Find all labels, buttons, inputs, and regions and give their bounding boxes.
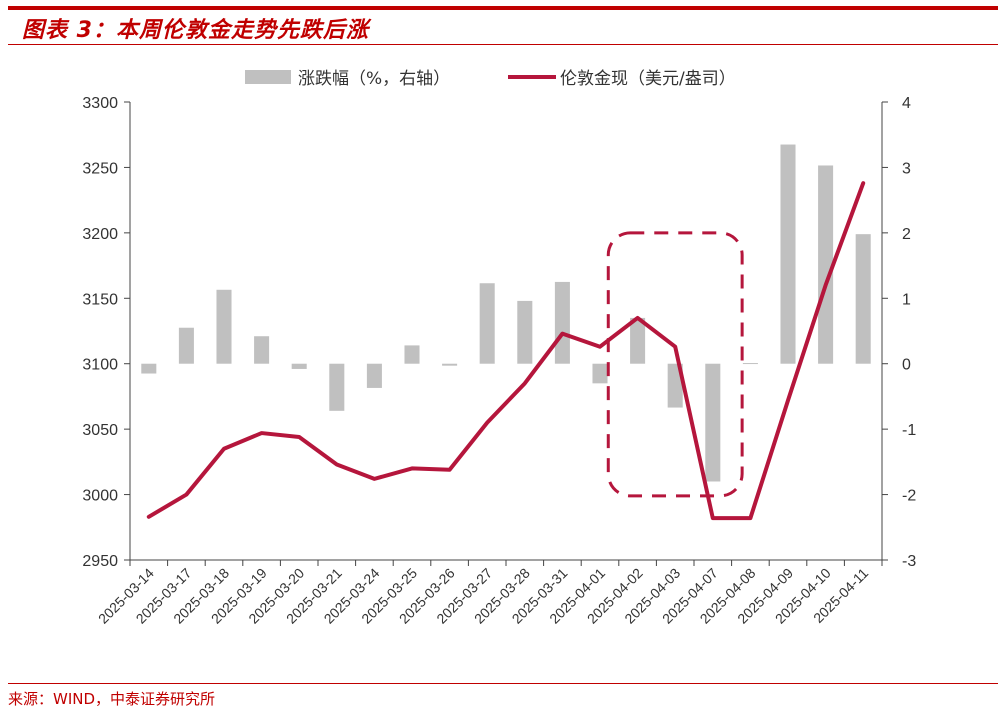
bar (291, 363, 307, 369)
legend-line-label: 伦敦金现（美元/盎司） (560, 69, 736, 89)
bar (705, 363, 721, 482)
title-underline (8, 44, 998, 45)
right-tick-label: 4 (902, 95, 911, 112)
page-title: 图表 3：本周伦敦金走势先跌后涨 (22, 18, 369, 43)
right-tick-label: 3 (902, 160, 911, 177)
source-note: 来源：WIND，中泰证券研究所 (8, 690, 216, 708)
legend-bar-label: 涨跌幅（%，右轴） (298, 69, 450, 89)
bar (780, 144, 796, 364)
left-tick-label: 3200 (82, 226, 118, 243)
bar (855, 234, 871, 364)
annotation-box (606, 231, 744, 498)
bar (479, 283, 495, 364)
right-tick-label: -2 (902, 488, 916, 505)
right-tick-label: 0 (902, 357, 911, 374)
footer-rule (8, 683, 998, 684)
bar (592, 363, 608, 384)
left-tick-label: 3300 (82, 95, 118, 112)
left-tick-label: 3100 (82, 357, 118, 374)
bar (141, 363, 157, 374)
bar (517, 300, 533, 364)
bar (818, 165, 834, 364)
legend-bar-swatch (245, 70, 291, 84)
left-tick-label: 3250 (82, 160, 118, 177)
right-tick-label: 2 (902, 226, 911, 243)
bar (254, 336, 270, 364)
left-tick-label: 3150 (82, 291, 118, 308)
bar (216, 289, 232, 364)
bar (329, 363, 345, 411)
bar (404, 345, 420, 364)
left-tick-label: 3050 (82, 422, 118, 439)
line-series (146, 181, 866, 521)
bar (442, 363, 458, 366)
right-tick-label: 1 (902, 291, 911, 308)
bar (630, 317, 646, 364)
bar (554, 281, 570, 364)
title-rule (8, 6, 998, 10)
bar (366, 363, 382, 388)
right-tick-label: -3 (902, 553, 916, 570)
bar (178, 327, 194, 364)
bar (667, 363, 683, 408)
left-tick-label: 3000 (82, 488, 118, 505)
right-tick-label: -1 (902, 422, 916, 439)
bar (742, 363, 758, 365)
left-tick-label: 2950 (82, 553, 118, 570)
